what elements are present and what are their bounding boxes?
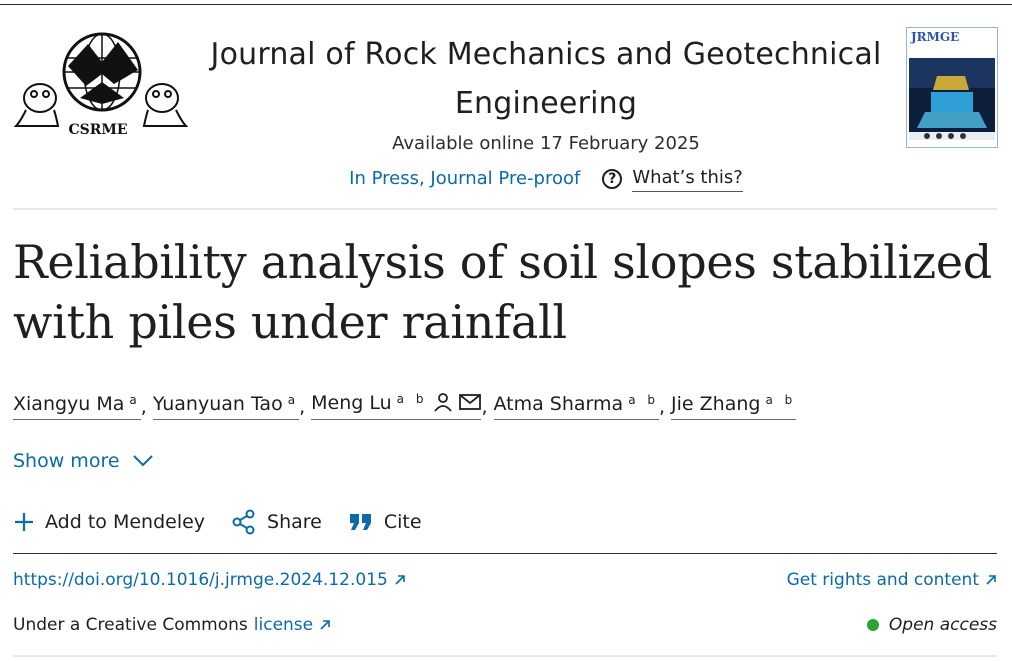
license-notice: Under a Creative Commons license bbox=[13, 615, 331, 635]
author-link[interactable]: Meng Lu a b bbox=[311, 390, 482, 420]
cover-title: JRMGE bbox=[911, 30, 960, 44]
journal-header: Journal of Rock Mechanics and Geotechnic… bbox=[196, 30, 896, 192]
open-access-dot bbox=[866, 619, 879, 631]
question-icon: ? bbox=[602, 169, 623, 189]
show-more-button[interactable]: Show more bbox=[13, 450, 154, 472]
share-button[interactable]: Share bbox=[231, 509, 322, 535]
license-link[interactable]: license bbox=[253, 615, 314, 635]
open-access-badge: Open access bbox=[866, 615, 997, 635]
mendeley-label: Add to Mendeley bbox=[45, 511, 206, 533]
add-to-mendeley-button[interactable]: Add to Mendeley bbox=[13, 511, 205, 533]
society-name: CSRME bbox=[68, 122, 127, 138]
chevron-down-icon bbox=[132, 455, 153, 467]
external-link-icon bbox=[320, 620, 330, 630]
article-actions: Add to Mendeley Share Cite bbox=[13, 509, 448, 535]
author-link[interactable]: Atma Sharma a b bbox=[493, 391, 659, 420]
header-divider bbox=[13, 208, 997, 210]
whats-this-label: What’s this? bbox=[632, 166, 743, 192]
open-access-label: Open access bbox=[888, 615, 997, 635]
article-title: Reliability analysis of soil slopes stab… bbox=[13, 235, 992, 349]
email-icon bbox=[459, 392, 482, 418]
cite-button[interactable]: Cite bbox=[348, 511, 422, 533]
share-label: Share bbox=[267, 511, 322, 533]
license-prefix: Under a Creative Commons bbox=[13, 615, 248, 635]
status-row: In Press, Journal Pre-proof ? What’s thi… bbox=[196, 166, 896, 192]
show-more-label: Show more bbox=[13, 450, 120, 472]
actions-divider bbox=[13, 553, 997, 554]
bottom-divider bbox=[13, 655, 997, 657]
external-link-icon bbox=[395, 575, 405, 585]
author-list: Xiangyu Ma a, Yuanyuan Tao a, Meng Lu a b ,… bbox=[13, 390, 797, 420]
doi-link[interactable]: https://doi.org/10.1016/j.jrmge.2024.12.… bbox=[13, 570, 406, 590]
csrme-logo[interactable]: CSRME bbox=[10, 26, 189, 146]
in-press-link[interactable]: In Press, Journal Pre-proof bbox=[349, 168, 581, 189]
cite-label: Cite bbox=[383, 511, 422, 533]
rights-link[interactable]: Get rights and content bbox=[787, 570, 997, 590]
external-link-icon bbox=[986, 575, 996, 585]
journal-cover[interactable]: JRMGE bbox=[906, 27, 998, 148]
quote-icon bbox=[349, 514, 371, 530]
author-link[interactable]: Xiangyu Ma a bbox=[13, 391, 141, 420]
person-icon bbox=[433, 392, 453, 419]
whats-this-button[interactable]: ? What’s this? bbox=[602, 166, 743, 192]
plus-icon bbox=[15, 513, 33, 531]
top-border bbox=[0, 4, 1012, 5]
author-link[interactable]: Yuanyuan Tao a bbox=[152, 391, 300, 420]
journal-title[interactable]: Journal of Rock Mechanics and Geotechnic… bbox=[210, 37, 882, 121]
author-link[interactable]: Jie Zhang a b bbox=[671, 391, 797, 420]
share-icon bbox=[232, 509, 255, 535]
available-online: Available online 17 February 2025 bbox=[392, 133, 700, 154]
